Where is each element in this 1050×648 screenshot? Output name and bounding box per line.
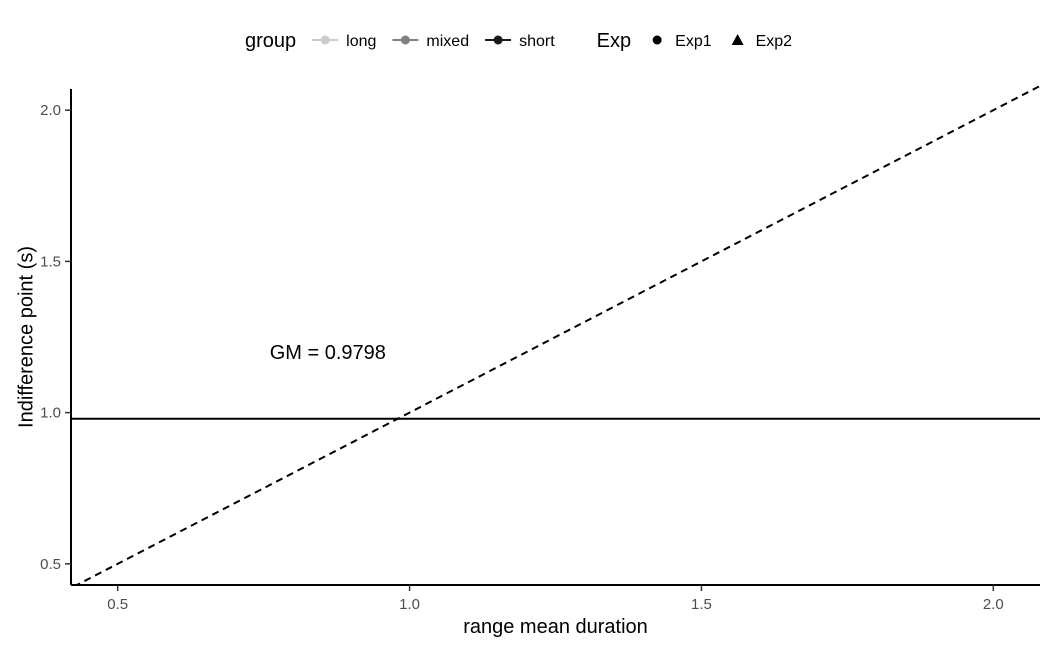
legend-key-triangle [731, 34, 744, 45]
y-axis-title: Indifference point (s) [15, 246, 37, 428]
y-tick-label: 2.0 [40, 102, 61, 119]
legend-title: group [245, 30, 296, 52]
y-tick-label: 1.0 [40, 405, 61, 422]
x-tick-label: 1.0 [399, 596, 420, 613]
x-tick-label: 2.0 [983, 596, 1004, 613]
y-tick-label: 1.5 [40, 253, 61, 270]
legend-key-circle [652, 35, 662, 45]
x-tick-label: 0.5 [107, 596, 128, 613]
x-axis-title: range mean duration [463, 616, 648, 638]
legend-entry-label: long [346, 33, 376, 50]
legend-entry-label: Exp2 [756, 33, 793, 50]
annotations: GM = 0.9798 [270, 342, 386, 364]
legend-key-dot [400, 35, 410, 45]
legend-key-dot [320, 35, 330, 45]
axes: 0.5 1.0 1.5 2.0 0.5 1.0 1.5 2.0 [40, 89, 1040, 613]
reference-lines [71, 84, 1040, 585]
legend-key-dot [493, 35, 503, 45]
identity-dashed-line [74, 84, 1040, 585]
legend-entry-label: short [519, 33, 555, 50]
legend-entry-label: Exp1 [675, 33, 712, 50]
y-tick-label: 0.5 [40, 556, 61, 573]
legend-title: Exp [597, 30, 631, 52]
x-tick-label: 1.5 [691, 596, 712, 613]
gm-annotation: GM = 0.9798 [270, 342, 386, 364]
legend: group long mixed short Exp Exp1 Exp2 [245, 30, 792, 52]
legend-entry-label: mixed [426, 33, 469, 50]
